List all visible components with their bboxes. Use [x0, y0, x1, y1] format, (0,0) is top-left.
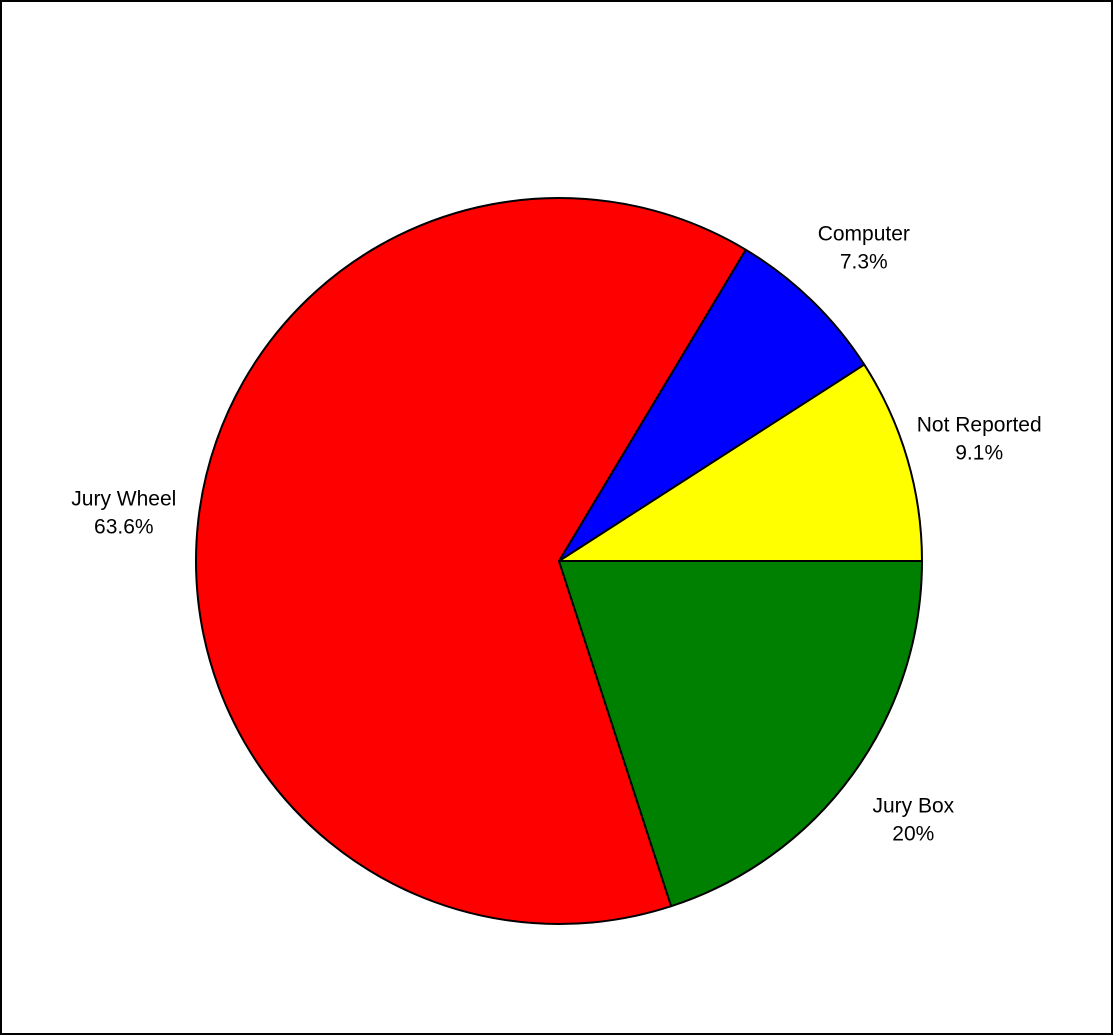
slice-label-jury-box: Jury Box 20% — [872, 794, 954, 845]
slice-name: Not Reported — [917, 414, 1042, 437]
slice-value: 9.1% — [955, 442, 1003, 465]
slice-name: Jury Wheel — [71, 488, 176, 511]
slice-label-computer: Computer 7.3% — [818, 223, 910, 274]
pie-labels: Not Reported 9.1% Computer 7.3% Jury Wheel 63… — [71, 223, 1041, 846]
slice-name: Computer — [818, 223, 910, 246]
slice-value: 7.3% — [840, 251, 888, 274]
pie-slice-jury-wheel — [195, 197, 747, 925]
slice-label-not-reported: Not Reported 9.1% — [917, 414, 1042, 465]
slice-value: 63.6% — [94, 516, 154, 539]
slice-name: Jury Box — [872, 794, 954, 817]
pie-slice-jury-box — [558, 560, 923, 908]
slice-value: 20% — [892, 822, 934, 845]
pie-slice-computer — [558, 248, 866, 562]
pie-slices — [195, 197, 923, 925]
slice-label-jury-wheel: Jury Wheel 63.6% — [71, 488, 176, 539]
pie-slice-not-reported — [558, 363, 923, 562]
